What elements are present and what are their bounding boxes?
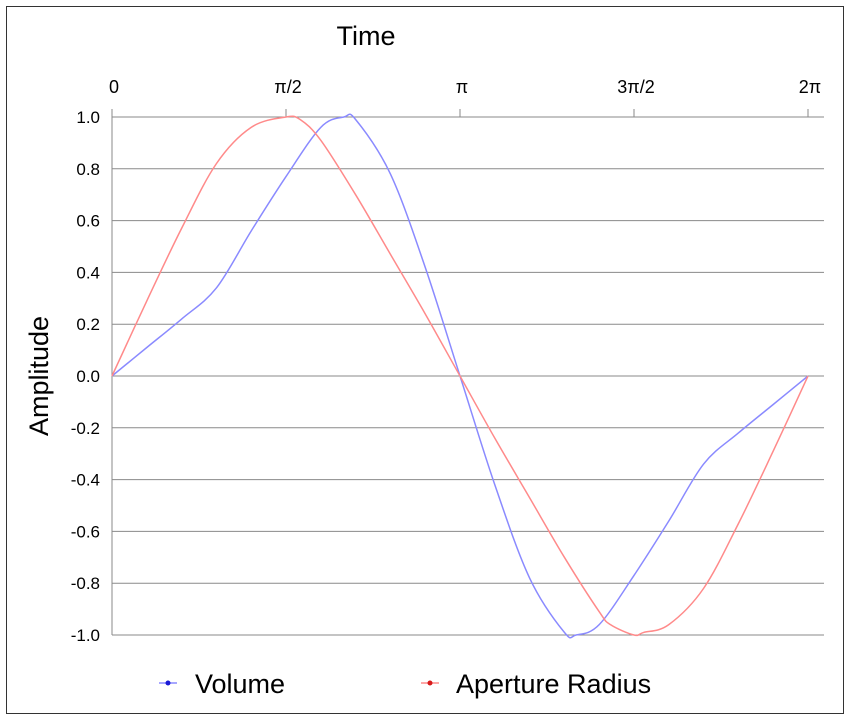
y-tick-label: 0.2 xyxy=(76,315,100,334)
x-tick-labels: 0 π/2 π 3π/2 2π xyxy=(109,77,821,97)
y-axis-title: Amplitude xyxy=(24,316,54,436)
legend: Volume Aperture Radius xyxy=(159,669,651,699)
y-tick-label: 0.6 xyxy=(76,212,100,231)
y-tick-label: 0.8 xyxy=(76,160,100,179)
y-tick-label: -0.2 xyxy=(71,419,100,438)
chart-frame xyxy=(6,6,844,714)
x-tick-label: 3π/2 xyxy=(617,77,654,97)
legend-marker-volume xyxy=(165,680,171,686)
y-tick-label: -1.0 xyxy=(71,626,100,645)
y-tick-label: -0.6 xyxy=(71,522,100,541)
y-tick-label: 1.0 xyxy=(76,108,100,127)
y-tick-label: -0.4 xyxy=(71,471,100,490)
series-lines xyxy=(111,113,809,639)
y-tick-labels: 1.0 0.8 0.6 0.4 0.2 0.0 -0.2 -0.4 -0.6 -0.8 -1.0 xyxy=(71,108,100,645)
x-tick-label: 0 xyxy=(109,77,119,97)
x-axis-title: Time xyxy=(337,21,396,51)
series-line-aperture-radius xyxy=(111,115,809,637)
y-tick-label: 0.0 xyxy=(76,367,100,386)
legend-label-volume: Volume xyxy=(195,669,285,699)
x-tick-label: π/2 xyxy=(274,77,301,97)
legend-label-aperture-radius: Aperture Radius xyxy=(456,669,651,699)
grid-lines xyxy=(111,109,824,636)
x-tick-label: π xyxy=(456,77,468,97)
y-tick-label: 0.4 xyxy=(76,263,100,282)
x-tick-label: 2π xyxy=(799,77,821,97)
legend-marker-aperture-radius xyxy=(427,680,433,686)
y-tick-label: -0.8 xyxy=(71,574,100,593)
